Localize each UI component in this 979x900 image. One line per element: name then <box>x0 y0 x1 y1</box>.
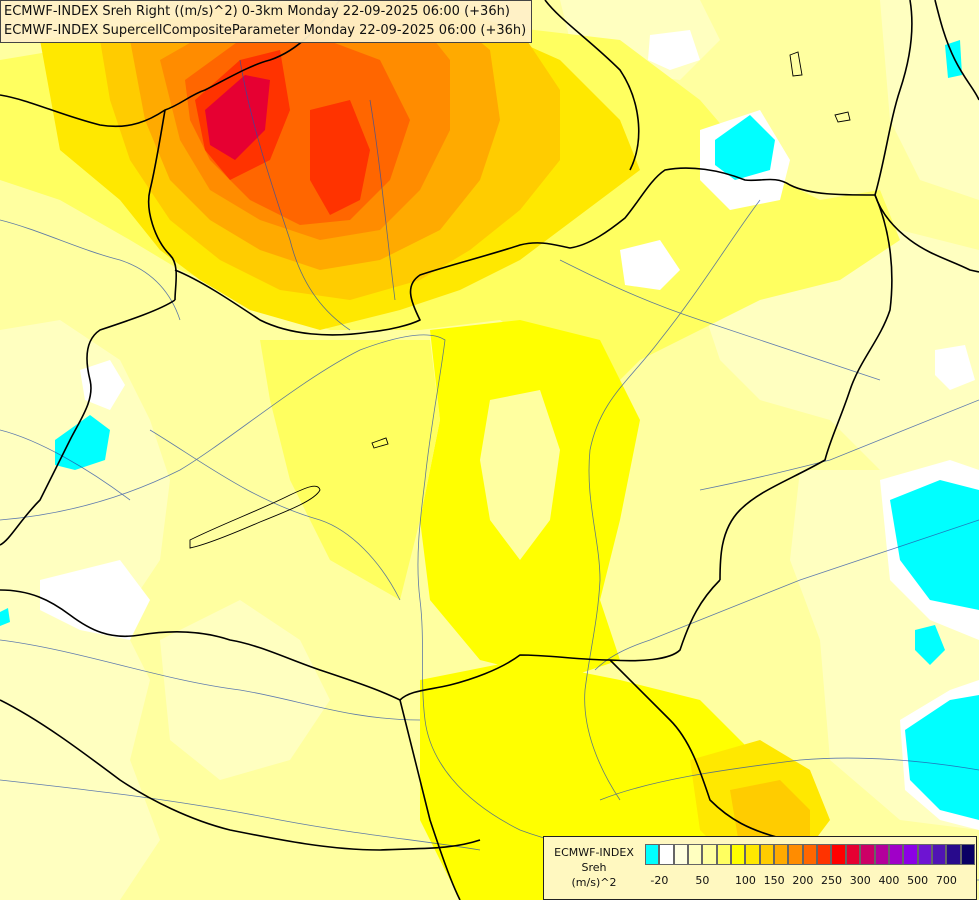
river-tisza <box>584 199 761 801</box>
legend-swatch-6 <box>731 844 746 865</box>
legend-unit: (m/s)^2 <box>571 876 617 889</box>
legend-ticks: -20 50 100 150 200 250 300 400 500 700 <box>645 874 975 890</box>
border-ro-north <box>874 0 913 196</box>
legend-swatch-14 <box>845 844 861 865</box>
legend-swatch-18 <box>903 844 918 865</box>
border-hr-ba <box>0 699 481 851</box>
border-rs-ba <box>399 699 461 900</box>
legend-swatch-19 <box>917 844 932 865</box>
river-south1 <box>599 757 979 801</box>
field-yellow-centerwest <box>260 340 440 600</box>
field-pale-southwest <box>160 600 330 780</box>
field-cyan-northeast <box>715 115 775 180</box>
legend-swatch-2 <box>673 844 689 865</box>
legend-tick-300: 300 <box>849 874 871 887</box>
field-pale-center <box>480 390 560 560</box>
legend-tick-700: 700 <box>935 874 957 887</box>
legend-swatch-3 <box>688 844 703 865</box>
legend-swatch-16 <box>874 844 889 865</box>
border-hu-ro <box>719 194 893 581</box>
legend-tick--20: -20 <box>650 874 669 887</box>
legend-title: ECMWF-INDEX Sreh (m/s)^2 <box>544 845 644 890</box>
field-cyan-east-small <box>915 625 945 665</box>
legend-swatches <box>645 844 975 865</box>
lakes <box>189 51 851 549</box>
field-white-southwest <box>40 560 150 640</box>
color-legend: ECMWF-INDEX Sreh (m/s)^2 -20 50 100 150 200 2… <box>543 836 977 900</box>
border-at-sk <box>147 109 178 301</box>
legend-tick-200: 200 <box>792 874 814 887</box>
title-line-2: ECMWF-INDEX SupercellCompositeParameter … <box>4 23 527 38</box>
legend-swatch-15 <box>860 844 875 865</box>
legend-tick-400: 400 <box>878 874 900 887</box>
legend-swatch-7 <box>745 844 760 865</box>
field-cyan-northeast-edge <box>945 40 962 78</box>
legend-swatch-0 <box>645 844 660 865</box>
legend-swatch-21 <box>946 844 961 865</box>
legend-swatch-13 <box>831 844 846 865</box>
river-hron <box>369 99 396 301</box>
field-white-center-east <box>620 240 680 290</box>
border-ro-rs <box>609 659 781 839</box>
river-vah <box>239 59 351 331</box>
river-mura <box>0 429 131 501</box>
lake-balaton <box>189 485 321 549</box>
legend-swatch-11 <box>802 844 818 865</box>
map-title-box: ECMWF-INDEX Sreh Right ((m/s)^2) 0-3km M… <box>0 0 533 43</box>
border-sk-hu <box>174 167 876 336</box>
field-pale-east <box>700 230 979 520</box>
legend-swatch-1 <box>659 844 674 865</box>
title-line-1: ECMWF-INDEX Sreh Right ((m/s)^2) 0-3km M… <box>4 4 510 19</box>
legend-tick-150: 150 <box>763 874 785 887</box>
river-drava <box>0 639 421 721</box>
field-cyan-west-edge <box>0 608 10 626</box>
river-north-east <box>559 259 881 381</box>
legend-swatch-8 <box>759 844 775 865</box>
field-cyan-southeast <box>905 695 979 820</box>
legend-tick-500: 500 <box>907 874 929 887</box>
legend-swatch-4 <box>702 844 717 865</box>
legend-tick-250: 250 <box>821 874 843 887</box>
field-white-north <box>648 30 700 70</box>
legend-swatch-17 <box>888 844 904 865</box>
field-white-west <box>80 360 125 410</box>
legend-source: ECMWF-INDEX <box>554 846 634 859</box>
legend-variable: Sreh <box>581 861 607 874</box>
legend-tick-50: 50 <box>695 874 710 887</box>
border-ua-north <box>544 0 640 171</box>
lake-small-2 <box>834 111 851 123</box>
field-white-east2 <box>935 345 975 390</box>
lake-small-3 <box>789 51 803 77</box>
border-cz-sk-north <box>0 0 341 128</box>
legend-swatch-10 <box>788 844 803 865</box>
field-crimson-north <box>205 75 270 160</box>
river-raba <box>149 429 401 601</box>
legend-swatch-20 <box>931 844 947 865</box>
legend-swatch-22 <box>960 844 975 865</box>
border-east <box>934 0 979 101</box>
border-hu-hr <box>0 589 401 701</box>
river-sava <box>0 779 481 851</box>
border-hu-rs <box>399 579 721 701</box>
legend-swatch-5 <box>716 844 732 865</box>
river-west2 <box>0 219 181 321</box>
river-mures <box>594 519 979 671</box>
legend-tick-100: 100 <box>734 874 756 887</box>
legend-swatch-9 <box>774 844 789 865</box>
border-at-hu-si <box>0 299 176 546</box>
river-somes <box>699 399 979 491</box>
field-red-north2 <box>310 100 370 215</box>
border-ua-ro <box>874 194 979 273</box>
legend-swatch-12 <box>817 844 832 865</box>
field-cyan-west <box>55 415 110 470</box>
field-cyan-east <box>890 480 979 610</box>
lake-small-1 <box>371 437 389 449</box>
